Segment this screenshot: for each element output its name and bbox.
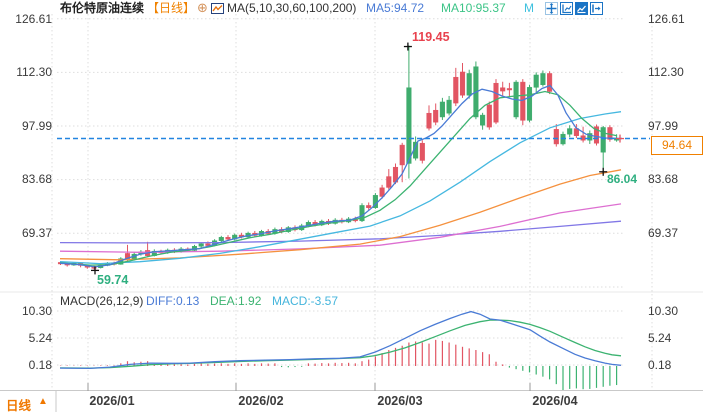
- macd-axis-label: 10.30: [21, 304, 52, 318]
- chart-type-icon: [211, 2, 224, 15]
- ma5-value: MA5:94.72: [366, 1, 425, 15]
- macd-axis-label: 10.30: [648, 304, 679, 318]
- period-dropdown-arrow-icon[interactable]: ▲: [38, 396, 48, 407]
- add-indicator-icon[interactable]: ⊕: [197, 0, 208, 15]
- y-axis-label: 83.68: [21, 172, 52, 186]
- macd-axis-label: 0.18: [648, 358, 672, 372]
- ma10-value: MA10:95.37: [441, 1, 506, 15]
- axis-chart-icon[interactable]: [560, 2, 573, 15]
- crosshair-move-icon[interactable]: [545, 2, 558, 15]
- y-axis-label: 126.61: [15, 12, 52, 26]
- macd-axis-label: 0.18: [28, 358, 52, 372]
- y-axis-label: 112.30: [648, 65, 684, 79]
- macd-diff-value: DIFF:0.13: [146, 294, 200, 308]
- x-axis-month-label: 2026/03: [377, 394, 423, 408]
- y-axis-label: 69.37: [21, 226, 52, 240]
- pane-exit-icon[interactable]: [590, 2, 603, 15]
- period-tag: 【日线】: [147, 1, 196, 15]
- macd-value: MACD:-3.57: [272, 294, 339, 308]
- x-axis-month-label: 2026/01: [89, 394, 135, 408]
- filled-chart-icon[interactable]: [575, 2, 588, 15]
- instrument-title: 布伦特原油连续: [60, 1, 145, 15]
- macd-axis-label: 5.24: [648, 331, 672, 345]
- recent-low-marker: 86.04: [607, 172, 638, 186]
- macd-params-label: MACD(26,12,9): [60, 294, 144, 308]
- current-price-badge: 94.64: [651, 136, 703, 155]
- macd-axis-label: 5.24: [28, 331, 52, 345]
- y-axis-label: 112.30: [16, 65, 52, 79]
- y-axis-label: 126.61: [648, 12, 685, 26]
- high-price-marker: 119.45: [412, 30, 450, 44]
- y-axis-label: 97.99: [648, 119, 679, 133]
- x-axis-month-label: 2026/02: [238, 394, 284, 408]
- y-axis-label: 97.99: [21, 119, 52, 133]
- y-axis-label: 83.68: [648, 172, 679, 186]
- ma30-value-truncated: M: [524, 1, 534, 15]
- y-axis-label: 69.37: [648, 226, 679, 240]
- ma-settings-label: MA(5,10,30,60,100,200): [227, 1, 357, 15]
- low-price-marker: 59.74: [97, 273, 129, 287]
- macd-dea-value: DEA:1.92: [210, 294, 262, 308]
- period-selector[interactable]: 日线: [6, 399, 32, 412]
- x-axis-month-label: 2026/04: [532, 394, 578, 408]
